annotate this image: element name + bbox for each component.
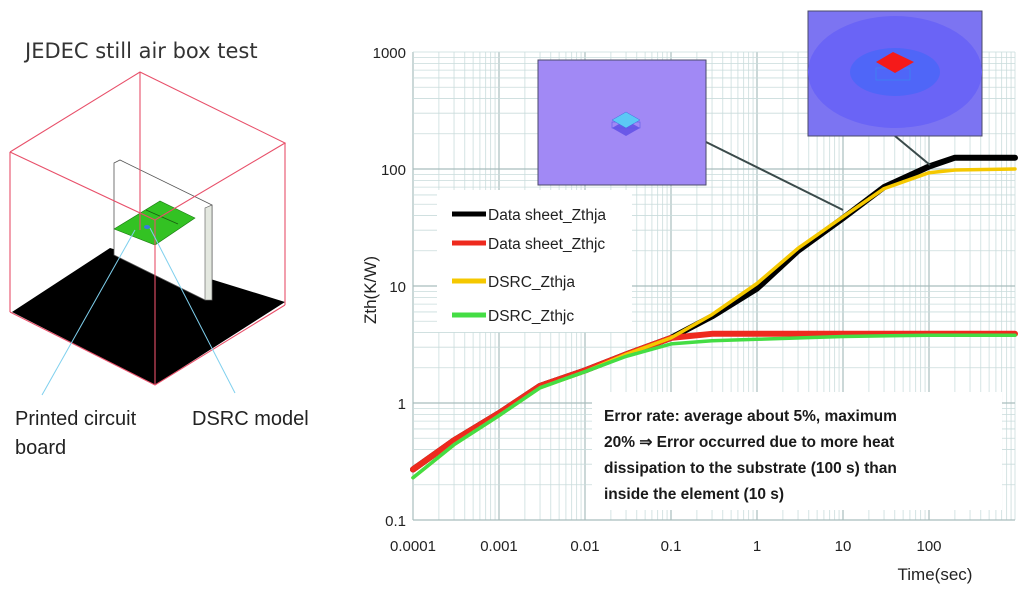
annotation-line-2: 20% ⇒ Error occurred due to more heat xyxy=(604,434,894,451)
y-tick-label: 1 xyxy=(398,396,406,413)
floor xyxy=(12,248,285,385)
legend-label: DSRC_Zthja xyxy=(488,274,575,291)
legend-label: Data sheet_Zthjc xyxy=(488,236,605,253)
series-lines xyxy=(410,154,1018,480)
x-tick-label: 0.0001 xyxy=(390,538,436,555)
label-pcb-1: Printed circuit xyxy=(15,408,137,430)
x-tick-label: 100 xyxy=(916,538,941,555)
label-dsrc-model: DSRC model xyxy=(192,408,309,430)
legend-item: Data sheet_Zthja xyxy=(452,207,606,224)
label-pcb-2: board xyxy=(15,437,66,459)
air-box-edges xyxy=(9,71,287,386)
x-tick-label: 0.001 xyxy=(480,538,518,555)
annotation-box xyxy=(592,392,1002,510)
x-tick-label: 1 xyxy=(753,538,761,555)
legend-item: Data sheet_Zthjc xyxy=(452,236,605,253)
y-tick-label: 100 xyxy=(381,162,406,179)
series-line-dsrc-zthjc xyxy=(411,333,1017,480)
x-axis-label: Time(sec) xyxy=(898,565,973,584)
diagram-title: JEDEC still air box test xyxy=(23,39,258,63)
board-panel-side xyxy=(204,204,213,301)
legend-item: DSRC_Zthja xyxy=(452,274,575,291)
y-tick-label: 10 xyxy=(389,279,406,296)
x-tick-label: 10 xyxy=(835,538,852,555)
x-tick-label: 0.01 xyxy=(570,538,599,555)
inset2-connector xyxy=(894,135,931,166)
dsrc-model-chip xyxy=(144,225,150,229)
tick-labels: 0.0001 0.001 0.01 0.1 1 10 100 0.1 1 10 100 1000 xyxy=(373,45,942,555)
annotation-text: Error rate: average about 5%, maximum 20… xyxy=(604,408,897,503)
inset-element-heat-image xyxy=(537,59,707,186)
pcb-leader-line xyxy=(41,229,136,396)
zth-chart: 0.0001 0.001 0.01 0.1 1 10 100 0.1 1 10 100 1000 Zt… xyxy=(361,10,1018,584)
inset1-connector xyxy=(705,141,844,211)
annotation-line-1: Error rate: average about 5%, maximum xyxy=(604,408,897,425)
y-tick-label: 1000 xyxy=(373,45,406,62)
y-axis-label: Zth(K/W) xyxy=(361,256,380,324)
annotation-line-3: dissipation to the substrate (100 s) tha… xyxy=(604,460,897,477)
annotation-line-4: inside the element (10 s) xyxy=(604,486,784,503)
x-tick-label: 0.1 xyxy=(661,538,682,555)
y-tick-label: 0.1 xyxy=(385,513,406,530)
jedec-box-diagram: JEDEC still air box test Printed circuit… xyxy=(9,39,309,459)
legend-item: DSRC_Zthjc xyxy=(452,308,574,325)
legend-label: Data sheet_Zthja xyxy=(488,207,606,224)
inset-substrate-heat-image xyxy=(807,10,983,137)
legend: Data sheet_Zthja Data sheet_Zthjc DSRC_Zth… xyxy=(452,207,606,325)
model-leader-line xyxy=(149,227,236,394)
legend-label: DSRC_Zthjc xyxy=(488,308,574,325)
